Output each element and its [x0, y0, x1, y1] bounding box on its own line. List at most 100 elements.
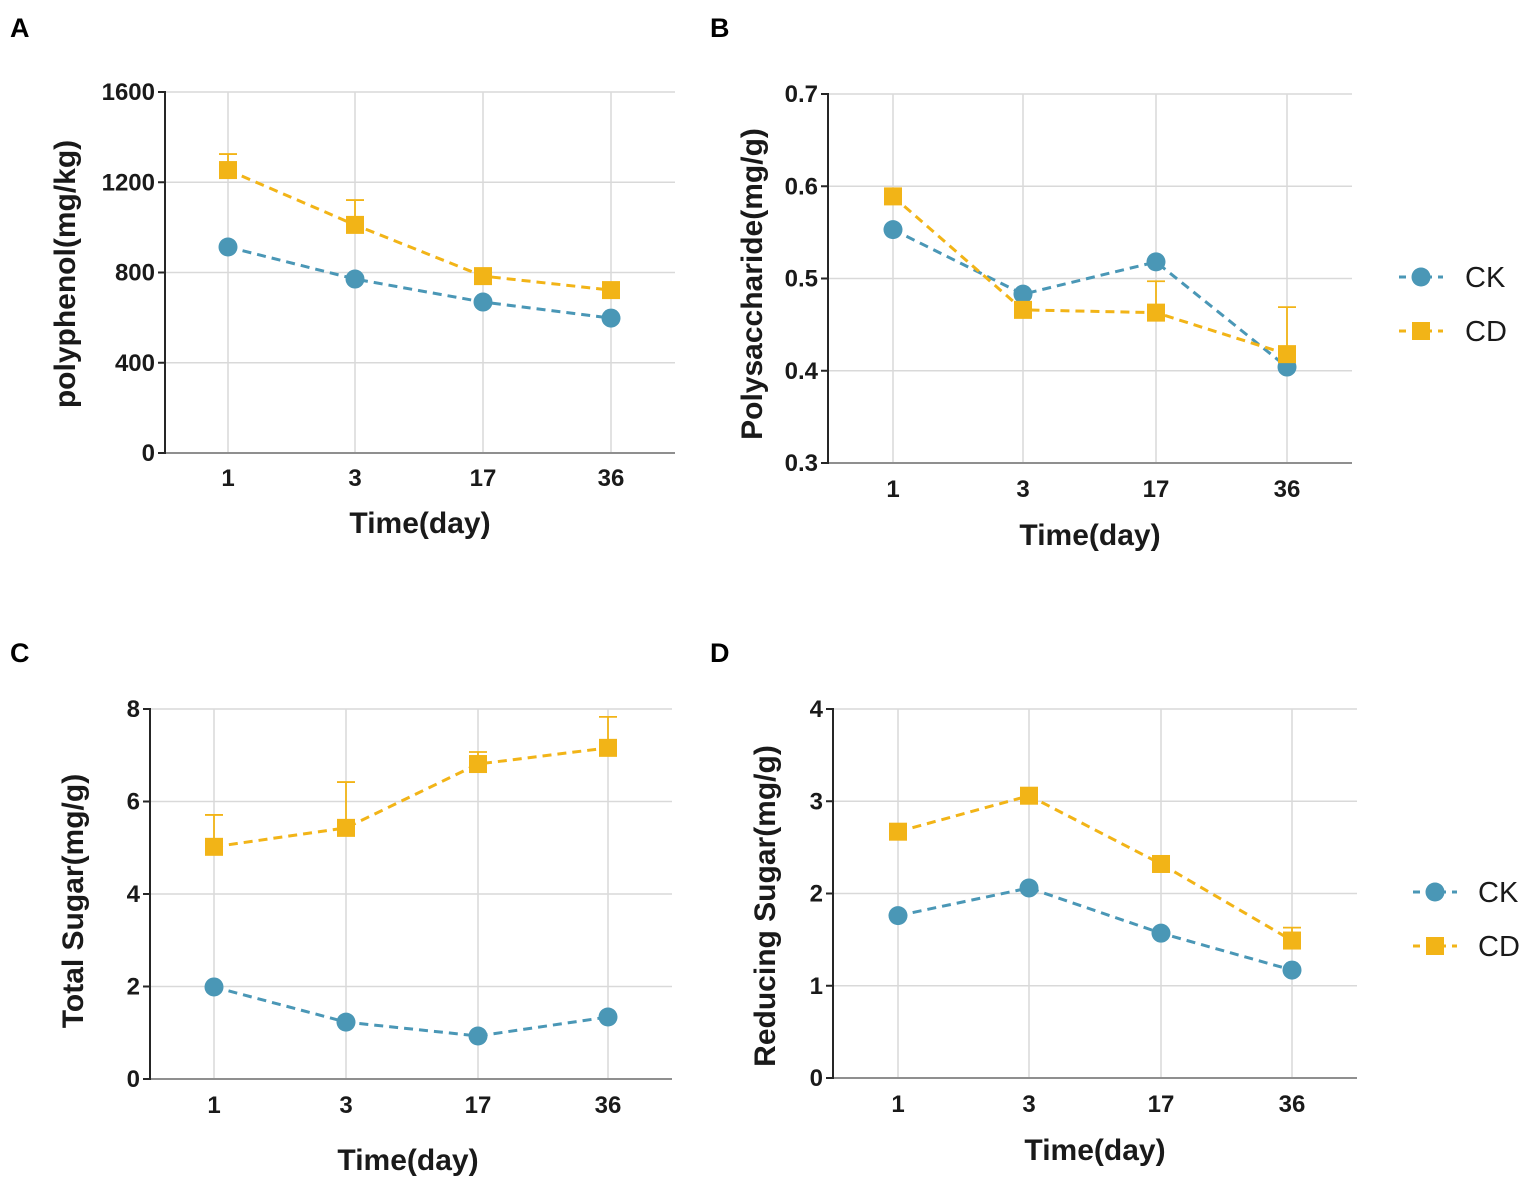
y-tick-label: 0	[127, 1066, 140, 1093]
legend-marker-cd	[1426, 937, 1444, 955]
panel-b: B 0.3 0.4 0.5 0.6 0.7 1 3 17 36 Time(day) Polysacch…	[710, 13, 1507, 552]
data-point-ck	[598, 1007, 618, 1027]
legend-marker-cd	[1412, 322, 1430, 340]
legend-label-ck: CK	[1478, 877, 1519, 909]
y-axis-title: Polysaccharide(mg/g)	[736, 128, 769, 440]
legend-item-ck: CK	[1399, 262, 1506, 294]
x-axis-title: Time(day)	[1019, 519, 1160, 552]
data-point-ck	[468, 1026, 488, 1046]
x-tick-label: 3	[339, 1092, 352, 1119]
series-line-ck	[213, 985, 609, 1038]
y-tick-label: 2	[810, 881, 823, 908]
data-point-ck	[1282, 960, 1302, 980]
data-point-ck	[601, 308, 621, 328]
y-axis-title: Total Sugar(mg/g)	[57, 774, 90, 1028]
data-point-ck	[883, 220, 903, 240]
panel-c: C 0 2 4 6 8 1 3 17 36 Time(day) Total Sugar(mg/g)	[10, 638, 672, 1177]
series-cd	[205, 715, 617, 856]
y-axis-title: polyphenol(mg/kg)	[49, 140, 82, 408]
series-cd	[889, 786, 1301, 950]
x-axis-title: Time(day)	[349, 507, 490, 540]
series-line-ck	[897, 886, 1293, 972]
legend-item-cd: CD	[1413, 931, 1520, 963]
legend-marker-ck	[1425, 882, 1445, 902]
x-tick-label: 3	[348, 465, 361, 492]
data-point-cd	[1014, 300, 1032, 319]
data-point-cd	[469, 755, 487, 774]
x-tick-label: 36	[1279, 1091, 1306, 1118]
series-line-cd	[897, 794, 1293, 942]
data-point-cd	[1147, 303, 1165, 322]
y-tick-label: 1	[810, 973, 823, 1000]
data-point-cd	[602, 281, 620, 300]
x-tick-label: 1	[221, 465, 234, 492]
series-ck	[204, 977, 618, 1046]
series-ck	[888, 878, 1302, 980]
panel-a: A 0 400 800 1200 1600 1 3 17 36 Time(day) polypheno…	[10, 13, 675, 540]
x-tick-label: 17	[1143, 476, 1170, 503]
y-tick-label: 0	[142, 440, 155, 467]
y-tick-label: 400	[115, 350, 155, 377]
legend-item-cd: CD	[1399, 316, 1507, 348]
data-point-ck	[345, 269, 365, 289]
x-tick-label: 36	[1274, 476, 1301, 503]
x-axis-title: Time(day)	[1024, 1134, 1165, 1167]
data-point-cd	[219, 161, 237, 180]
legend-label-cd: CD	[1478, 931, 1520, 963]
data-point-ck	[204, 977, 224, 997]
data-point-cd	[1020, 786, 1038, 805]
y-tick-label: 0.3	[785, 450, 818, 477]
series-line-ck	[227, 245, 612, 320]
series-cd	[884, 187, 1296, 364]
series-line-cd	[213, 746, 609, 849]
legend-label-ck: CK	[1465, 262, 1506, 294]
legend-item-ck: CK	[1413, 877, 1519, 909]
y-tick-label: 8	[127, 696, 140, 723]
panel-d: D 0 1 2 3 4 1 3 17 36 Time(day) Reducing Sugar(mg/g…	[710, 638, 1520, 1167]
y-tick-label: 6	[127, 789, 140, 816]
x-tick-label: 1	[886, 476, 899, 503]
panel-label: B	[710, 13, 730, 43]
data-point-ck	[888, 906, 908, 926]
y-tick-label: 0.5	[785, 266, 818, 293]
x-tick-label: 17	[1148, 1091, 1175, 1118]
data-point-cd	[205, 837, 223, 856]
data-point-ck	[218, 237, 238, 257]
legend-label-cd: CD	[1465, 316, 1507, 348]
y-tick-label: 4	[810, 696, 824, 723]
series-ck	[883, 220, 1297, 377]
y-tick-label: 1200	[102, 169, 155, 196]
legend-marker-ck	[1411, 267, 1431, 287]
x-tick-label: 17	[465, 1092, 492, 1119]
data-point-ck	[1151, 923, 1171, 943]
x-tick-label: 3	[1022, 1091, 1035, 1118]
x-tick-label: 17	[470, 465, 497, 492]
x-tick-label: 36	[595, 1092, 622, 1119]
x-axis-title: Time(day)	[337, 1144, 478, 1177]
x-tick-label: 1	[891, 1091, 904, 1118]
data-point-cd	[337, 818, 355, 837]
y-tick-label: 4	[127, 881, 141, 908]
y-axis-title: Reducing Sugar(mg/g)	[749, 745, 782, 1067]
data-point-ck	[1146, 252, 1166, 272]
data-point-cd	[346, 215, 364, 234]
data-point-ck	[473, 292, 493, 312]
data-point-cd	[599, 738, 617, 757]
x-tick-label: 36	[598, 465, 625, 492]
data-point-ck	[336, 1012, 356, 1032]
data-point-cd	[1283, 931, 1301, 950]
data-point-cd	[884, 187, 902, 206]
y-tick-label: 2	[127, 974, 140, 1001]
y-tick-label: 3	[810, 788, 823, 815]
panel-label: A	[10, 13, 30, 43]
data-point-cd	[1152, 854, 1170, 873]
x-tick-label: 3	[1016, 476, 1029, 503]
panel-label: D	[710, 638, 730, 668]
series-line-cd	[892, 195, 1288, 356]
y-tick-label: 1600	[102, 79, 155, 106]
series-cd	[219, 153, 620, 300]
y-tick-label: 0.4	[785, 358, 819, 385]
data-point-cd	[1278, 345, 1296, 364]
x-tick-label: 1	[207, 1092, 220, 1119]
y-tick-label: 0.7	[785, 81, 818, 108]
